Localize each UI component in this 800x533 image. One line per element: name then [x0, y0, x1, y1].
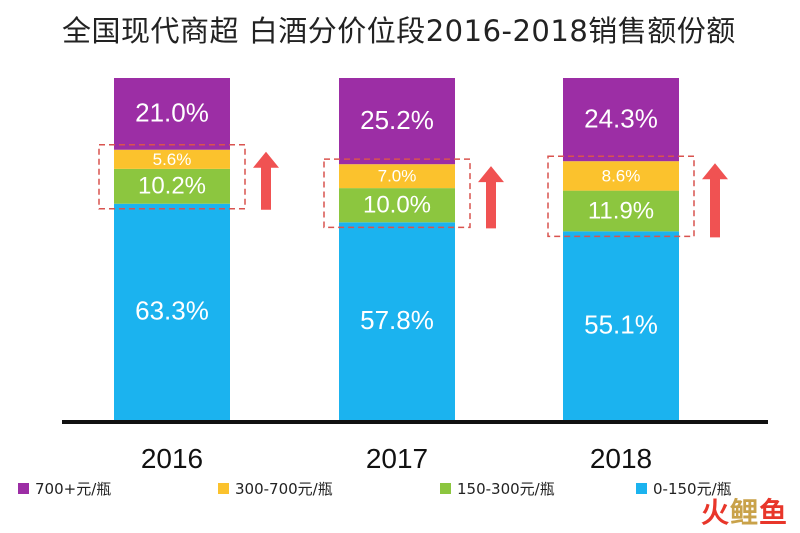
legend-label: 0-150元/瓶 — [653, 480, 732, 498]
data-label-2017-3: 25.2% — [360, 105, 434, 135]
data-label-2017-2: 7.0% — [378, 167, 417, 186]
legend-label: 300-700元/瓶 — [235, 480, 333, 498]
legend-item-0: 700+元/瓶 — [18, 478, 111, 499]
bar-segment-2017-3 — [339, 78, 455, 165]
bar-segment-2017-1 — [339, 188, 455, 223]
data-label-2016-2: 5.6% — [153, 150, 192, 169]
bar-segment-2016-3 — [114, 78, 230, 150]
watermark-part-2: 鲤 — [729, 496, 759, 529]
bar-segment-2017-0 — [339, 222, 455, 420]
x-tick-label-2016: 2016 — [141, 443, 203, 474]
x-tick-label-2018: 2018 — [590, 443, 652, 474]
data-label-2018-2: 8.6% — [602, 166, 641, 185]
bar-segment-2018-2 — [563, 161, 679, 191]
up-arrow-icon-2018 — [702, 163, 728, 238]
legend-label: 700+元/瓶 — [35, 480, 112, 498]
watermark-part-1: 火 — [700, 496, 730, 529]
highlight-box-2016 — [98, 143, 246, 210]
bar-segment-2016-2 — [114, 149, 230, 169]
up-arrow-icon-2017 — [478, 166, 504, 229]
data-label-2018-3: 24.3% — [584, 103, 658, 133]
data-label-2017-1: 10.0% — [363, 192, 431, 219]
legend-swatch — [440, 483, 451, 494]
legend-item-1: 300-700元/瓶 — [218, 478, 333, 499]
data-label-2016-0: 63.3% — [135, 296, 209, 326]
highlight-group — [98, 143, 728, 238]
legend-swatch — [636, 483, 647, 494]
category-labels: 2016 2017 2018 — [141, 443, 652, 474]
bar-segment-2016-1 — [114, 168, 230, 204]
legend-swatch — [218, 483, 229, 494]
legend-item-3: 0-150元/瓶 — [636, 478, 732, 499]
legend-swatch — [18, 483, 29, 494]
legend: 700+元/瓶 300-700元/瓶 150-300元/瓶 0-150元/瓶 — [18, 478, 788, 508]
x-tick-label-2017: 2017 — [366, 443, 428, 474]
data-label-2018-1: 11.9% — [588, 197, 654, 224]
up-arrow-icon-2016 — [253, 151, 279, 210]
bars-group: 63.3% 10.2% 5.6% 21.0% 57.8% 10.0% 7.0% 25.2% 55… — [114, 78, 679, 420]
chart-title: 全国现代商超 白酒分价位段2016-2018销售额份额 — [62, 14, 736, 48]
watermark-part-3: 鱼 — [758, 496, 788, 529]
bar-segment-2018-3 — [563, 78, 679, 162]
highlight-box-2018 — [547, 155, 695, 238]
bar-segment-2016-0 — [114, 203, 230, 420]
highlight-box-2017 — [323, 158, 471, 229]
data-label-2018-0: 55.1% — [584, 310, 658, 340]
data-label-2017-0: 57.8% — [360, 305, 434, 335]
watermark-logo: 火鲤鱼 — [701, 491, 788, 531]
legend-label: 150-300元/瓶 — [457, 480, 555, 498]
bar-segment-2018-1 — [563, 190, 679, 232]
legend-item-2: 150-300元/瓶 — [440, 478, 555, 499]
bar-segment-2017-2 — [339, 164, 455, 189]
bar-segment-2018-0 — [563, 231, 679, 420]
data-label-2016-3: 21.0% — [135, 98, 209, 128]
data-label-2016-1: 10.2% — [138, 173, 206, 200]
